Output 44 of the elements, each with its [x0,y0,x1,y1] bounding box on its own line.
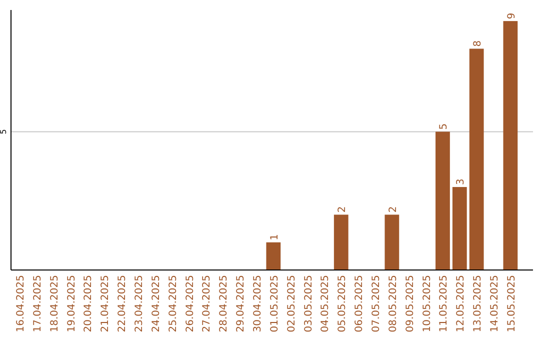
x-tick-label: 16.04.2025 [15,275,26,332]
x-tick-label: 09.05.2025 [404,275,416,332]
data-label: 5 [438,123,450,130]
x-tick-label: 05.05.2025 [337,275,348,332]
x-tick-label: 03.05.2025 [303,275,314,332]
x-tick-label: 24.04.2025 [150,275,162,332]
data-label: 2 [337,206,348,213]
x-tick-label: 22.04.2025 [117,275,128,332]
x-tick-label: 07.05.2025 [370,275,382,332]
bar [384,214,400,270]
x-tick-label: 08.05.2025 [388,275,399,332]
x-tick-label: 11.05.2025 [438,275,450,332]
x-tick-label: 06.05.2025 [354,275,366,332]
x-tick-label: 12.05.2025 [456,275,467,332]
data-label: 8 [472,40,484,47]
bar [334,214,348,270]
bar [469,48,484,270]
x-tick-label: 27.04.2025 [202,275,213,332]
x-tick-label: 14.05.2025 [490,275,501,332]
x-tick-label: 26.04.2025 [184,275,196,332]
x-tick-label: 01.05.2025 [269,275,280,332]
data-label: 9 [506,12,518,20]
x-tick-label: 19.04.2025 [66,275,78,332]
x-tick-label: 21.04.2025 [100,275,112,332]
x-tick-label: 18.04.2025 [49,275,60,332]
x-tick-label: 25.04.2025 [168,275,179,332]
bar [503,21,518,270]
x-tick-label: 04.05.2025 [320,275,332,332]
x-tick-label: 20.04.2025 [83,275,94,332]
bar [266,242,281,270]
bar [436,132,450,270]
x-tick-label: 02.05.2025 [286,275,298,332]
data-label: 2 [388,206,399,213]
x-tick-label: 17.04.2025 [32,275,44,332]
x-tick-label: 28.04.2025 [218,275,230,332]
data-label: 3 [456,178,467,186]
x-tick-label: 30.04.2025 [252,275,264,332]
x-tick-label: 29.04.2025 [236,275,247,332]
x-tick-label: 10.05.2025 [422,275,433,332]
bar [452,187,467,270]
x-tick-label: 15.05.2025 [506,275,518,332]
data-label: 1 [269,234,280,240]
x-tick-label: 13.05.2025 [472,275,484,332]
x-tick-label: 23.04.2025 [134,275,145,332]
